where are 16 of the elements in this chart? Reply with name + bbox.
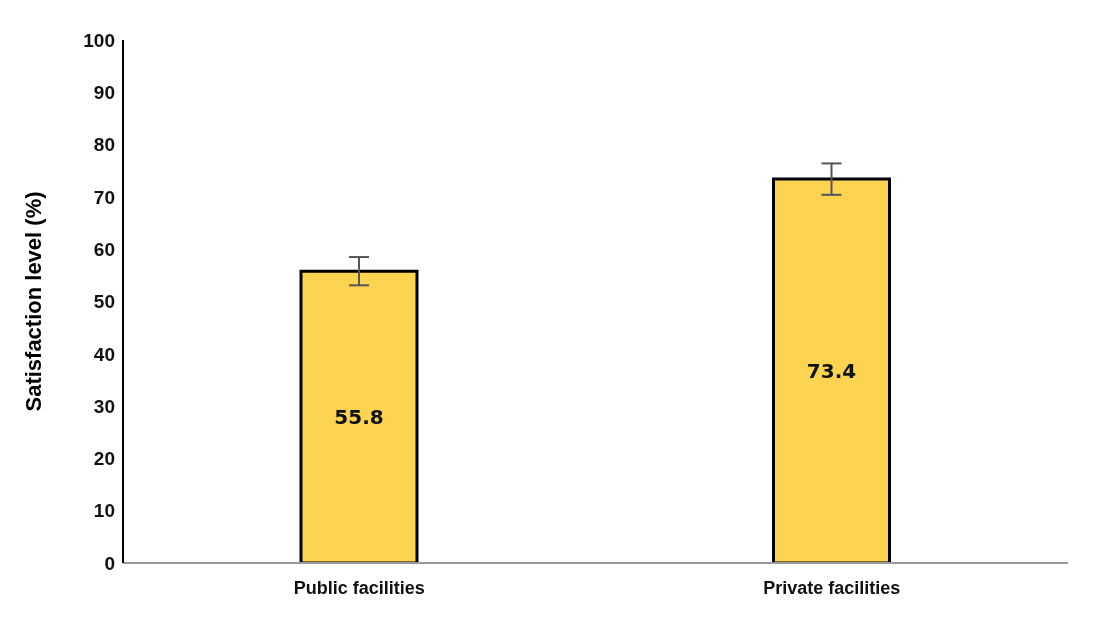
y-tick-label: 100: [83, 29, 115, 51]
y-tick-label: 60: [93, 238, 115, 260]
y-tick-label: 80: [93, 134, 115, 156]
y-tick-label: 30: [93, 395, 115, 417]
data-label: 73.4: [806, 359, 857, 384]
data-label: 55.8: [334, 405, 384, 430]
y-tick-label: 50: [93, 291, 115, 313]
y-tick-label: 20: [93, 448, 115, 470]
x-tick-label: Public facilities: [293, 577, 425, 598]
y-tick-label: 0: [104, 552, 115, 574]
y-tick-label: 90: [93, 82, 115, 104]
y-tick-label: 70: [93, 186, 115, 208]
x-tick-label: Private facilities: [763, 577, 901, 598]
y-tick-label: 10: [93, 500, 115, 522]
y-tick-label: 40: [93, 343, 115, 365]
y-axis-title: Satisfaction level (%): [20, 191, 46, 412]
